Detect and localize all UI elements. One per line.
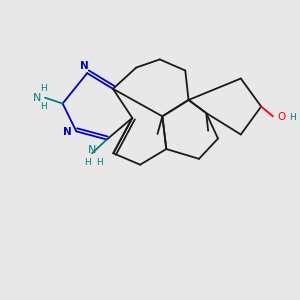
Text: H: H — [97, 158, 103, 166]
Text: N: N — [80, 61, 88, 71]
Text: N: N — [33, 93, 41, 103]
Text: H: H — [84, 158, 91, 166]
Text: H: H — [290, 113, 296, 122]
Text: O: O — [278, 112, 286, 122]
Text: H: H — [40, 84, 47, 93]
Text: N: N — [88, 145, 96, 155]
Text: N: N — [63, 127, 72, 137]
Text: H: H — [40, 102, 47, 111]
